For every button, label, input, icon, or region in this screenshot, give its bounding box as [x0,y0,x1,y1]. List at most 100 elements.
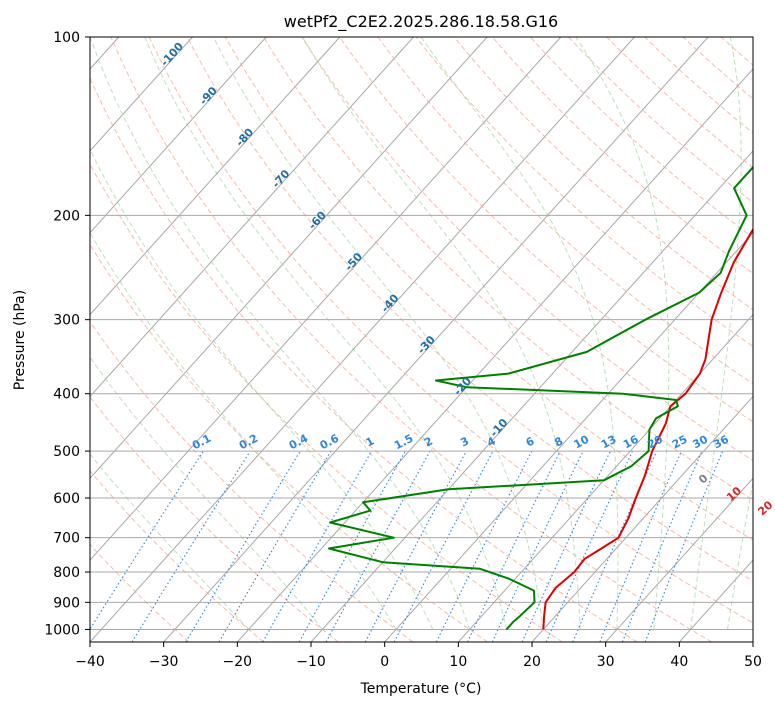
isotherm-line [752,641,753,642]
dry-adiabat-line [90,243,488,642]
dry-adiabat-line [90,163,563,642]
mixing-ratio-label: 3 [458,434,471,449]
isotherm-label: -30 [415,333,438,357]
isotherm-label: -100 [158,40,186,69]
isotherm-line [90,37,414,398]
mixing-ratio-label: 10 [572,433,592,452]
mixing-ratio-label: 2 [422,434,435,449]
dry-adiabat-line [224,37,753,541]
isotherm-line [310,150,753,642]
moist-adiabat-line [90,148,434,630]
dry-adiabat-line [720,37,753,66]
mixing-ratio-label: 13 [599,433,619,452]
dry-adiabat-line [568,37,753,203]
y-tick-label: 600 [53,491,80,507]
mixing-ratio-label: 30 [690,433,710,452]
mixing-ratio-line [262,450,373,642]
moist-adiabat-line [144,37,507,630]
dry-adiabat-line [263,37,753,501]
isotherm-label: -40 [379,291,402,315]
mixing-ratio-line [131,450,251,642]
dry-adiabat-line [90,396,339,642]
mixing-ratio-label: 0.1 [190,432,213,453]
dry-adiabat-line [90,470,264,642]
dry-adiabat-line [606,37,753,169]
y-axis-title: Pressure (hPa) [12,290,28,390]
isotherm-label: -60 [306,208,329,232]
mixing-ratio-line [185,450,301,642]
moist-adiabat-line [212,37,544,630]
isotherm-label: -90 [197,84,220,108]
moist-adiabat-line [90,231,397,630]
moist-adiabat-line [90,453,249,630]
x-tick-label: −40 [75,654,105,670]
moist-adiabat-line [727,479,753,630]
isotherm-line [90,37,341,316]
mixing-ratio-label: 16 [621,433,641,452]
isotherm-line [90,37,488,480]
mixing-ratio-line [491,450,584,642]
isotherm-label: -50 [342,250,365,274]
moist-adiabat-line [575,37,670,630]
dry-adiabat-label: 0 [696,471,711,486]
x-tick-label: −20 [223,654,253,670]
mixing-ratio-label: 25 [670,433,690,452]
dry-adiabat-line [682,37,753,100]
mixing-ratio-line [621,450,703,642]
x-tick-label: 20 [523,654,541,670]
moist-adiabat-line [90,37,471,630]
dry-adiabat-line [110,37,712,642]
background-reference-lines [90,37,753,642]
x-tick-label: 40 [670,654,688,670]
isotherm-line [163,37,709,642]
mixing-ratio-line [545,450,633,642]
isotherm-line [90,37,635,642]
dry-adiabat-line [90,76,638,642]
y-tick-label: 800 [53,565,80,581]
mixing-ratio-label: 36 [711,433,731,452]
mixing-ratio-label: 6 [524,434,537,449]
mixing-ratio-line [521,450,611,642]
x-tick-label: 0 [380,654,389,670]
isotherm-line [236,68,753,642]
isotherm-line [90,37,267,234]
mixing-ratio-label: 1.5 [392,432,415,453]
isotherm-line [531,395,753,642]
isotherm-line [678,559,753,642]
x-axis-title: Temperature (°C) [360,681,482,697]
dry-adiabat-label: 10 [724,484,744,504]
mixing-ratio-line [467,450,561,642]
isotherm-line [605,477,753,642]
plot-frame [89,36,754,643]
dry-adiabat-label: 20 [755,498,775,518]
mixing-ratio-line [644,450,724,642]
dry-adiabat-line [90,543,190,642]
isotherm-line [384,231,753,642]
dry-adiabat-line [90,320,414,642]
mixing-ratio-label: 20 [645,433,665,452]
moist-adiabat-line [420,37,619,630]
dry-adiabat-line [491,37,753,274]
y-tick-label: 1000 [44,622,80,638]
profiles-layer [327,165,753,631]
temperature-profile-line [542,227,753,630]
mixing-ratio-line [218,450,332,642]
y-tick-label: 500 [53,444,80,460]
y-tick-label: 200 [53,208,80,224]
x-axis-ticks: −40 −30 −20 −10 0 10 20 30 40 50 [75,642,762,670]
x-tick-label: −30 [149,654,179,670]
x-tick-label: 10 [449,654,467,670]
y-tick-label: 400 [53,387,80,403]
dry-adiabat-line [415,37,753,348]
pressure-grid [90,36,753,630]
isotherm-line [90,37,562,561]
y-axis-ticks: 100 200 300 400 500 600 700 800 900 1000 [44,30,90,638]
dry-adiabat-line [644,37,753,134]
y-tick-label: 300 [53,313,80,329]
y-tick-label: 700 [53,531,80,547]
isotherm-line [90,37,193,152]
mixing-ratio-label: 8 [552,434,565,449]
dewpoint-profile-line [327,165,753,631]
x-tick-label: −10 [296,654,326,670]
